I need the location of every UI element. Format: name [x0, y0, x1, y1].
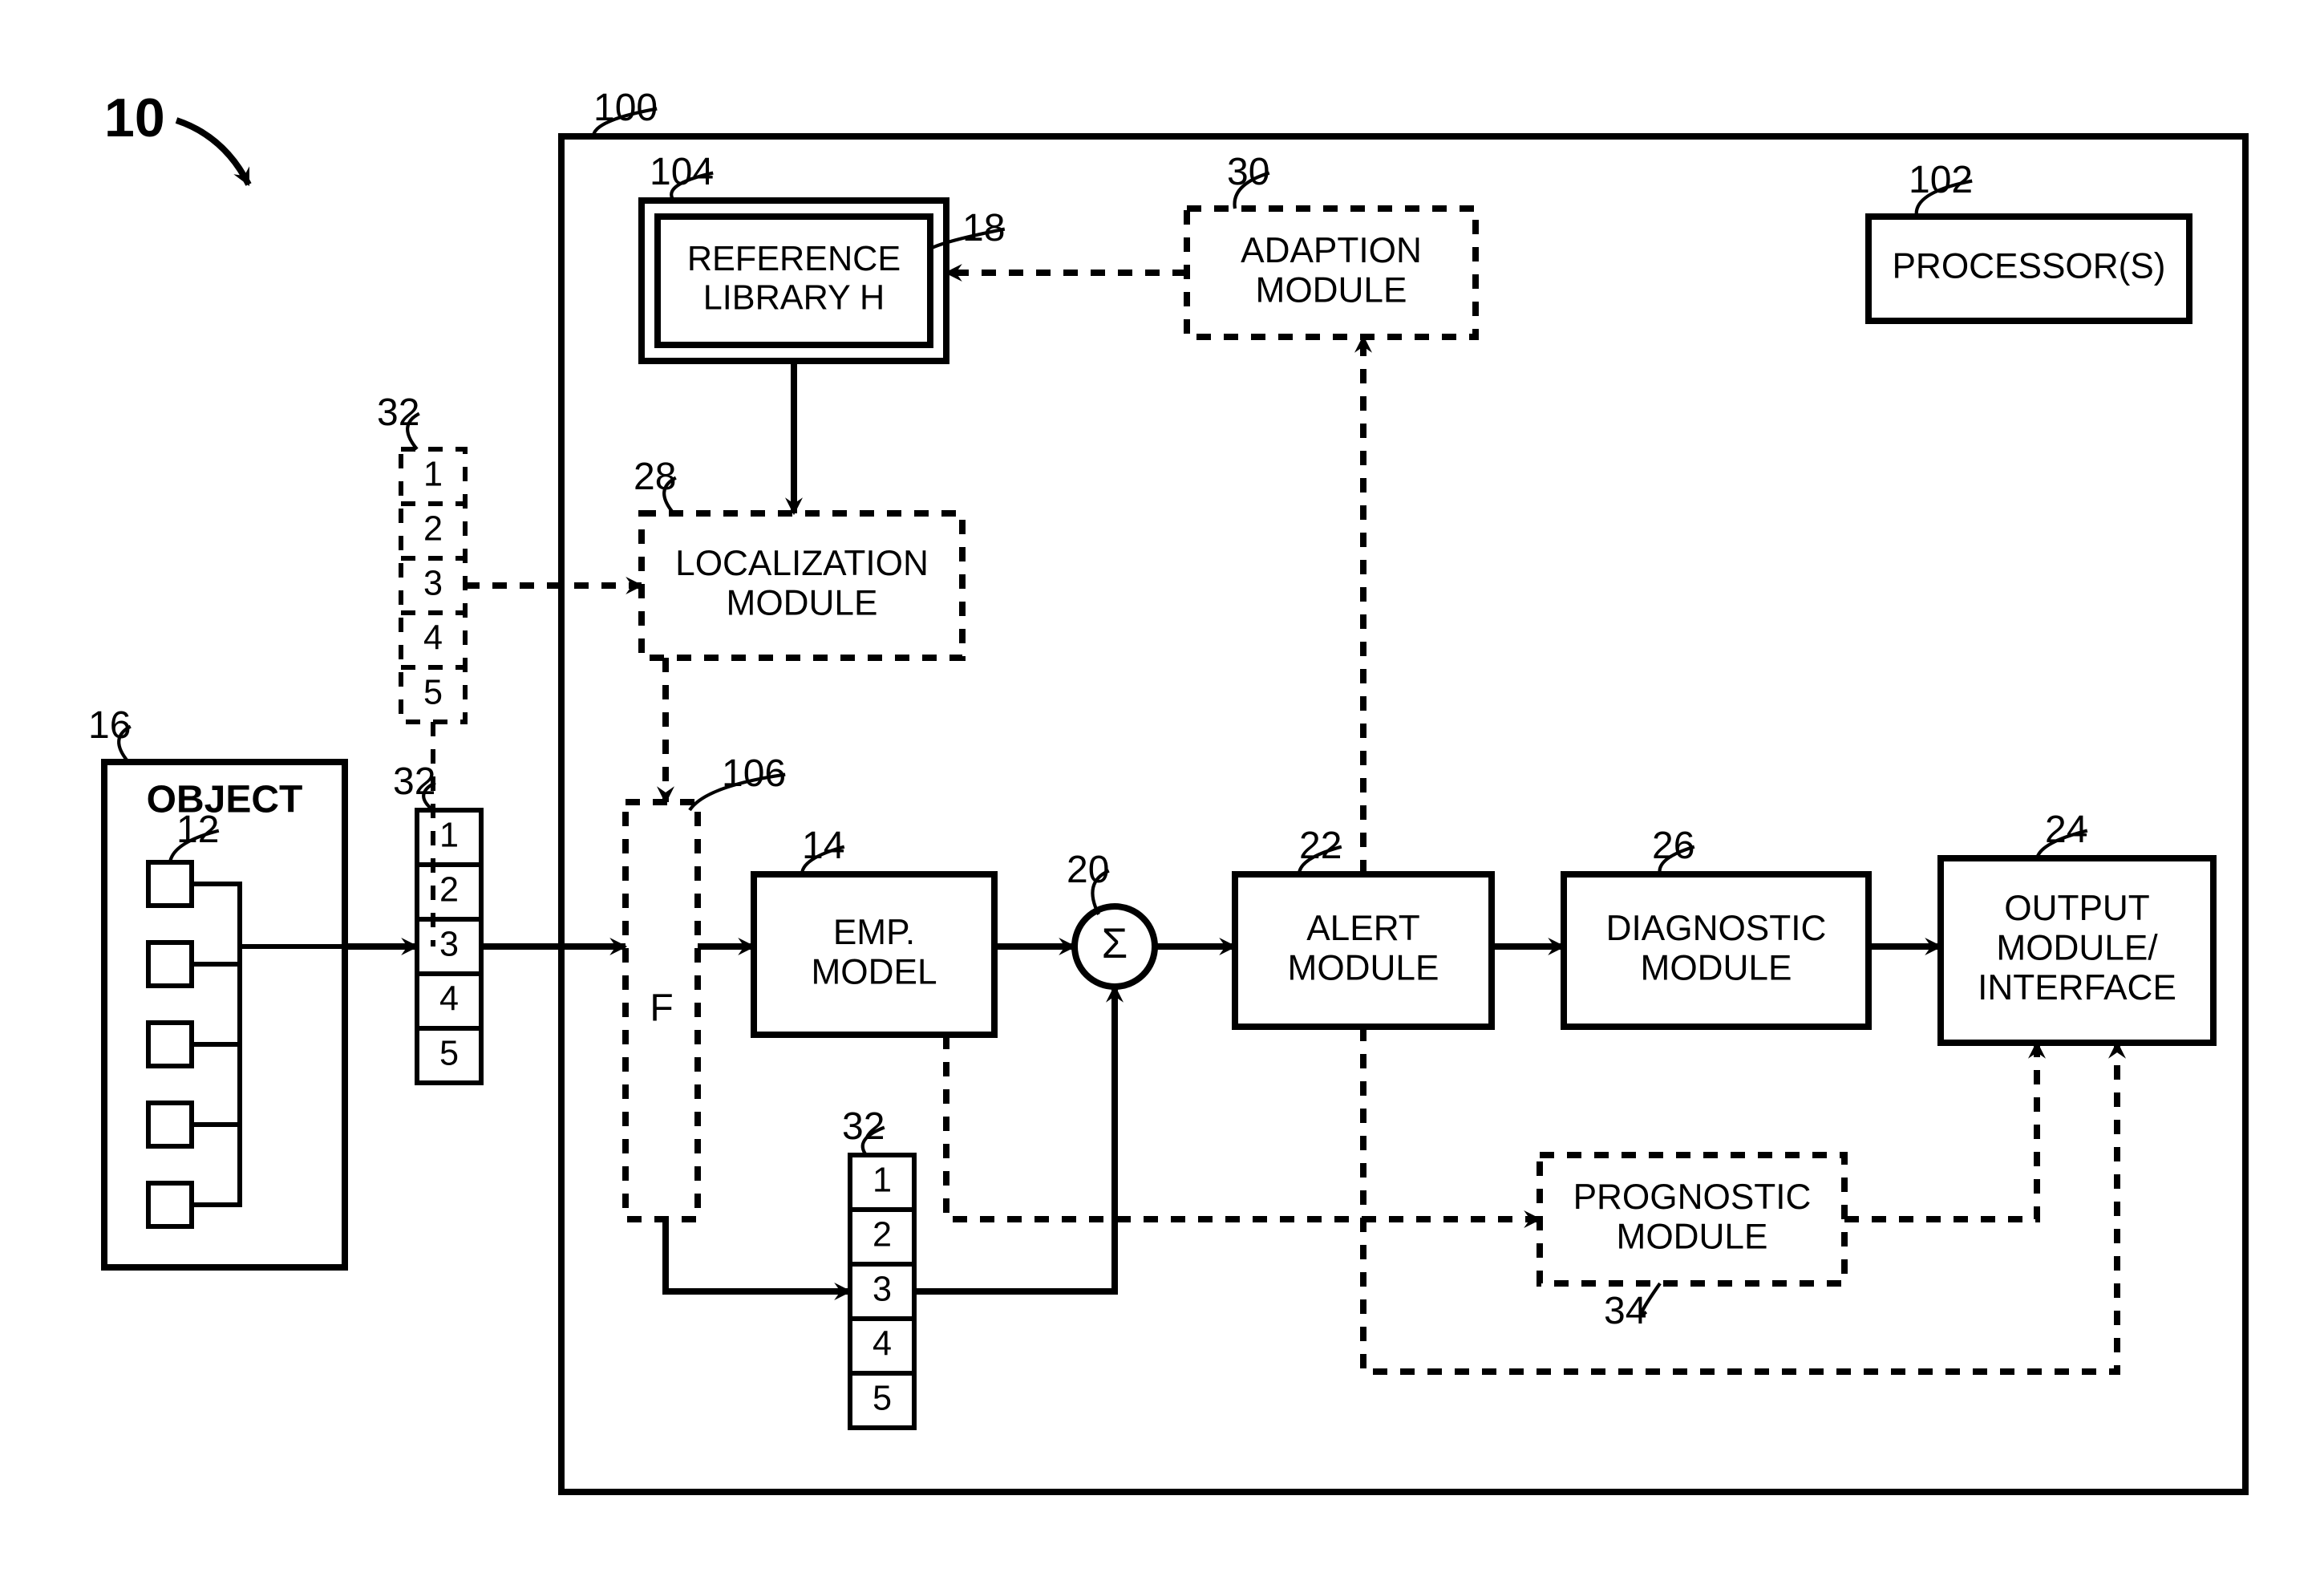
ref-102: 102 [1909, 159, 1973, 201]
empmodel-text: EMP. [833, 913, 915, 952]
adaption-text: MODULE [1256, 270, 1407, 310]
empmodel-text: MODEL [811, 952, 937, 991]
ref-100: 100 [593, 87, 658, 129]
ref-18: 18 [962, 207, 1005, 249]
fig-number: 10 [104, 87, 165, 148]
vec-out-cell: 1 [873, 1161, 892, 1199]
vec-out-cell: 2 [873, 1215, 892, 1254]
vec-dashed-cell: 2 [423, 509, 443, 548]
vec-out-cell: 3 [873, 1270, 892, 1308]
vec-solid-cell: 5 [439, 1034, 459, 1072]
vec-solid-cell: 2 [439, 870, 459, 909]
localization-text: LOCALIZATION [675, 544, 929, 583]
alert-text: MODULE [1288, 948, 1439, 987]
ref-26: 26 [1652, 825, 1694, 867]
fbox-text: F [650, 987, 673, 1030]
prognostic-text: PROGNOSTIC [1573, 1178, 1812, 1217]
vec-dashed-cell: 3 [423, 564, 443, 602]
output-text: OUTPUT [2004, 889, 2150, 928]
reflib-text: LIBRARY H [703, 279, 885, 318]
ref-20: 20 [1067, 849, 1109, 891]
reflib-text: REFERENCE [687, 240, 901, 278]
processor-text: PROCESSOR(S) [1892, 247, 2165, 286]
ref-106: 106 [722, 752, 786, 795]
prognostic-text: MODULE [1617, 1217, 1768, 1256]
localization-text: MODULE [727, 583, 878, 622]
vec-dashed-cell: 1 [423, 455, 443, 493]
vec-dashed-cell: 5 [423, 673, 443, 711]
vec-out-cell: 4 [873, 1324, 892, 1363]
diagnostic-text: DIAGNOSTIC [1606, 909, 1827, 948]
output-text: MODULE/ [1996, 929, 2158, 968]
vec-out-cell: 5 [873, 1379, 892, 1417]
vec-solid-cell: 1 [439, 816, 459, 854]
diagnostic-text: MODULE [1641, 948, 1792, 987]
object-title: OBJECT [147, 779, 303, 821]
ref-30: 30 [1227, 151, 1269, 193]
ref-28: 28 [634, 456, 676, 498]
vec-solid-cell: 4 [439, 979, 459, 1018]
vec-dashed-cell: 4 [423, 618, 443, 657]
sigma-text: Σ [1102, 920, 1128, 967]
ref-34: 34 [1604, 1290, 1646, 1332]
adaption-text: ADAPTION [1241, 231, 1422, 270]
alert-text: ALERT [1306, 909, 1420, 948]
ref-16: 16 [88, 704, 131, 747]
output-text: INTERFACE [1978, 968, 2176, 1007]
vec-solid-cell: 3 [439, 925, 459, 963]
ref-32b: 32 [393, 760, 435, 803]
ref-104: 104 [650, 151, 714, 193]
ref-32a: 32 [377, 391, 419, 434]
